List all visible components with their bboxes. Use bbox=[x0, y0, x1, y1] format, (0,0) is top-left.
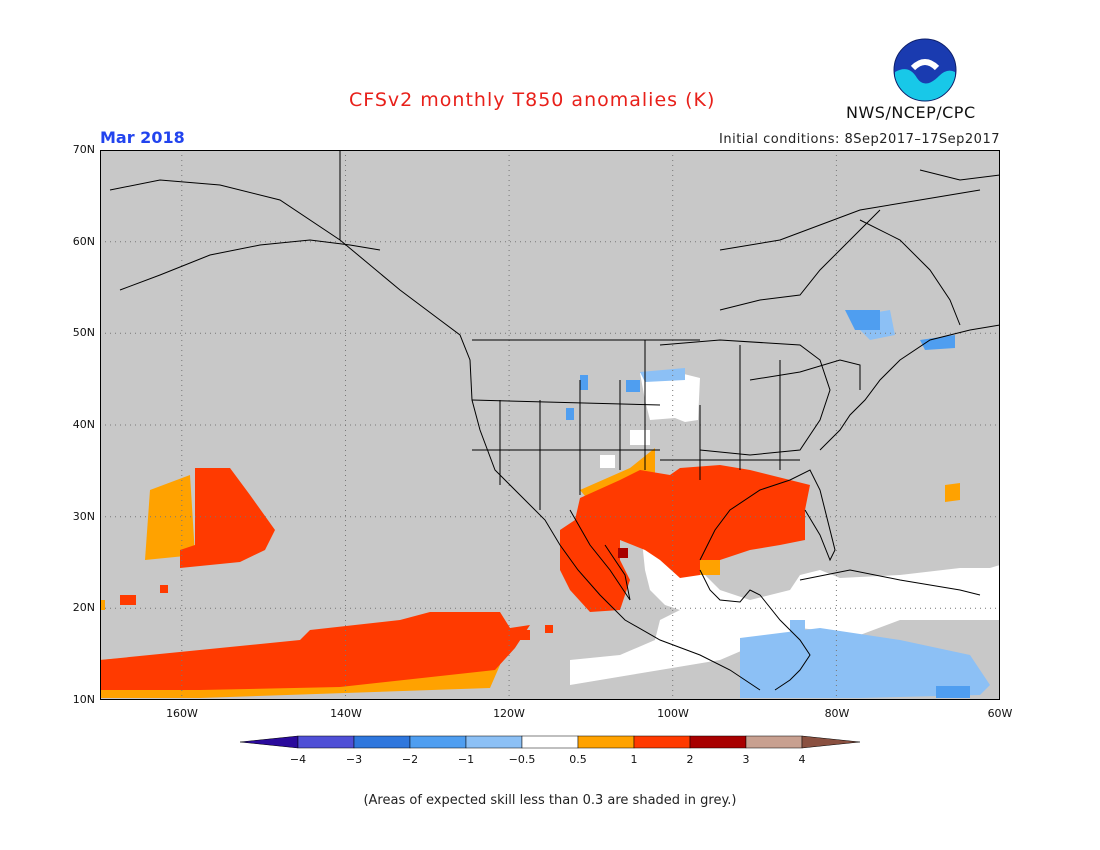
forecast-month: Mar 2018 bbox=[100, 128, 185, 147]
lat-label: 10N bbox=[72, 693, 95, 706]
anomaly-map bbox=[100, 150, 1000, 700]
lon-label: 140W bbox=[330, 707, 362, 720]
colorbar-box bbox=[409, 735, 467, 749]
colorbar-box bbox=[745, 735, 803, 749]
lon-label: 100W bbox=[657, 707, 689, 720]
colorbar-label: −3 bbox=[345, 753, 363, 766]
colorbar-label: −2 bbox=[401, 753, 419, 766]
lat-label: 20N bbox=[72, 601, 95, 614]
colorbar bbox=[239, 735, 861, 749]
lat-label: 60N bbox=[72, 235, 95, 248]
colorbar-box bbox=[297, 735, 355, 749]
colorbar-box bbox=[689, 735, 747, 749]
colorbar-label: −0.5 bbox=[508, 753, 536, 766]
colorbar-label: 4 bbox=[798, 753, 806, 766]
lon-label: 80W bbox=[824, 707, 850, 720]
colorbar-box bbox=[633, 735, 691, 749]
negative-anomaly-regions bbox=[566, 310, 990, 698]
colorbar-box bbox=[465, 735, 523, 749]
colorbar-box bbox=[577, 735, 635, 749]
lon-label: 60W bbox=[987, 707, 1013, 720]
lat-label: 30N bbox=[72, 510, 95, 523]
graticule bbox=[100, 150, 1000, 700]
colorbar-arrow-low bbox=[239, 735, 299, 749]
colorbar-label: 3 bbox=[742, 753, 750, 766]
colorbar-arrow-high bbox=[801, 735, 861, 749]
lon-label: 120W bbox=[493, 707, 525, 720]
map-frame bbox=[100, 150, 1000, 700]
lat-label: 70N bbox=[72, 143, 95, 156]
positive-anomaly-regions bbox=[100, 448, 960, 698]
coastlines bbox=[109, 150, 1000, 691]
colorbar-label: 2 bbox=[686, 753, 694, 766]
skill-footnote: (Areas of expected skill less than 0.3 a… bbox=[363, 793, 737, 808]
map-title: CFSv2 monthly T850 anomalies (K) bbox=[349, 89, 716, 111]
lat-label: 40N bbox=[72, 418, 95, 431]
lon-label: 160W bbox=[166, 707, 198, 720]
colorbar-label: 0.5 bbox=[569, 753, 587, 766]
colorbar-box bbox=[353, 735, 411, 749]
lat-label: 50N bbox=[72, 326, 95, 339]
colorbar-label: −1 bbox=[457, 753, 475, 766]
colorbar-label: −4 bbox=[289, 753, 307, 766]
colorbar-box bbox=[521, 735, 579, 749]
colorbar-label: 1 bbox=[630, 753, 638, 766]
initial-conditions: Initial conditions: 8Sep2017–17Sep2017 bbox=[719, 132, 1000, 147]
noaa-logo bbox=[893, 38, 957, 102]
agency-label: NWS/NCEP/CPC bbox=[846, 103, 976, 122]
